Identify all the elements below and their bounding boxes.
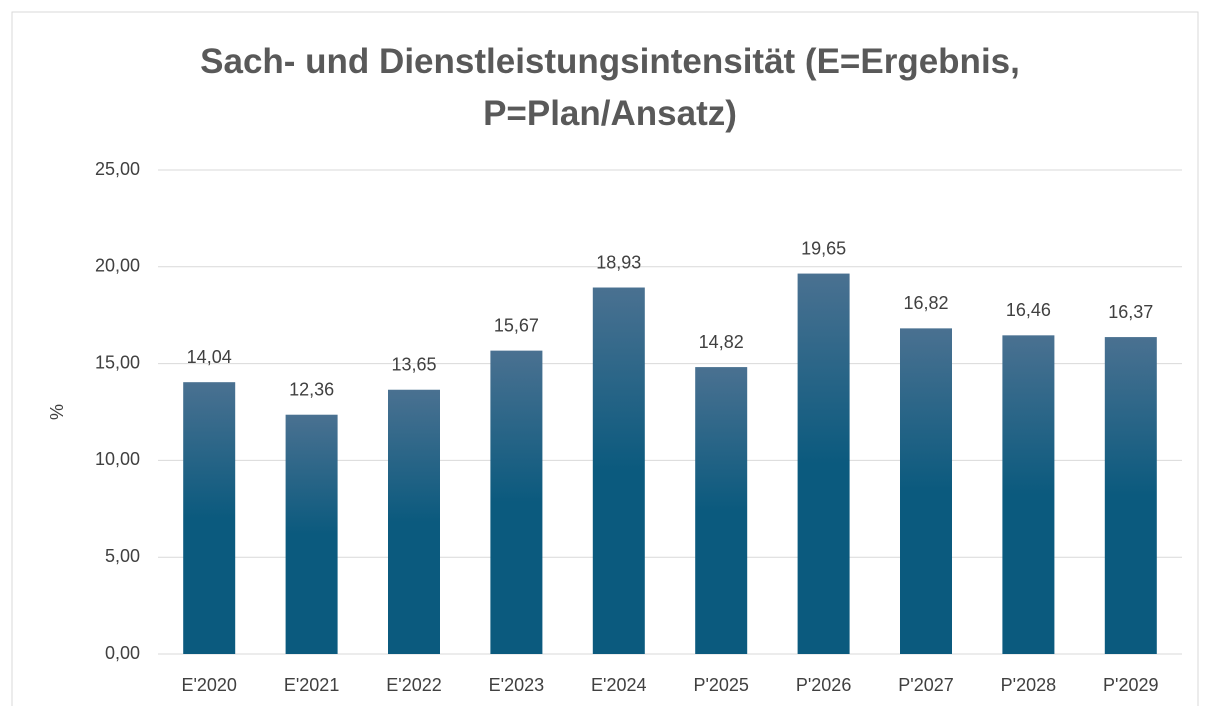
data-label: 16,37 <box>1108 302 1153 322</box>
x-tick-label: E'2023 <box>489 675 545 695</box>
data-label: 12,36 <box>289 379 334 399</box>
y-tick-label: 25,00 <box>95 159 140 179</box>
data-label: 15,67 <box>494 315 539 335</box>
y-tick-label: 15,00 <box>95 352 140 372</box>
y-tick-label: 20,00 <box>95 256 140 276</box>
data-label: 18,93 <box>596 252 641 272</box>
bar <box>592 287 645 654</box>
bar <box>490 350 543 654</box>
bar <box>388 389 440 654</box>
x-tick-label: P'2027 <box>898 675 954 695</box>
y-tick-label: 10,00 <box>95 449 140 469</box>
x-tick-label: E'2021 <box>284 675 340 695</box>
x-tick-label: E'2022 <box>386 675 442 695</box>
data-label: 16,82 <box>903 293 948 313</box>
y-axis-label: % <box>47 404 67 420</box>
bar <box>797 273 850 654</box>
x-tick-label: P'2025 <box>693 675 749 695</box>
x-tick-label: E'2024 <box>591 675 647 695</box>
data-label: 19,65 <box>801 238 846 258</box>
bar <box>695 367 748 654</box>
chart-title: Sach- und Dienstleistungsintensität (E=E… <box>200 42 1020 133</box>
x-tick-label: E'2020 <box>181 675 237 695</box>
bar <box>1002 335 1055 654</box>
chart-border <box>11 11 1199 706</box>
bar <box>1104 337 1157 654</box>
bar <box>900 328 952 654</box>
data-label: 14,04 <box>187 347 232 367</box>
bar <box>183 382 236 654</box>
data-label: 16,46 <box>1006 300 1051 320</box>
y-tick-label: 5,00 <box>105 546 140 566</box>
x-tick-label: P'2028 <box>1001 675 1057 695</box>
y-tick-label: 0,00 <box>105 643 140 663</box>
data-label: 14,82 <box>699 332 744 352</box>
bar <box>285 414 338 654</box>
data-label: 13,65 <box>391 354 436 374</box>
x-tick-label: P'2029 <box>1103 675 1159 695</box>
x-tick-label: P'2026 <box>796 675 852 695</box>
